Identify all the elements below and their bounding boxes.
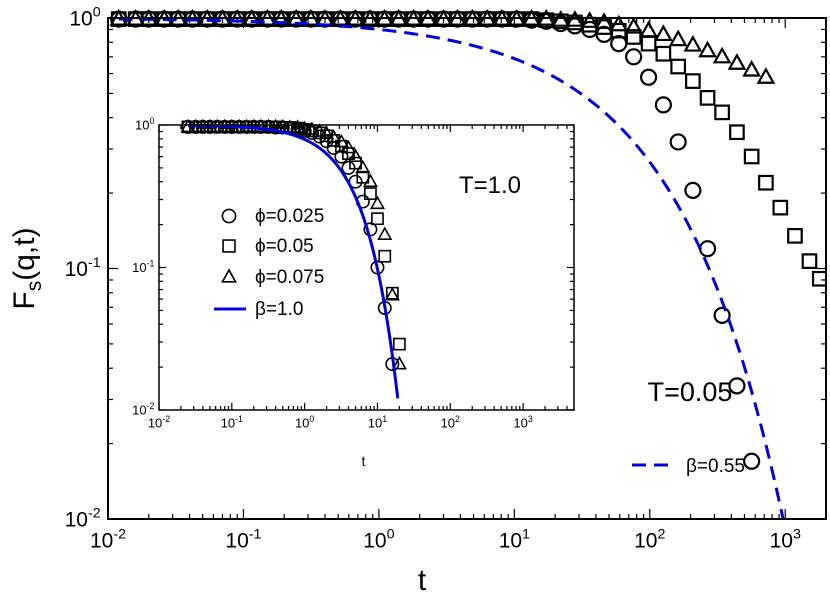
y-tick-label: 10-2 (132, 401, 154, 417)
triangle-marker (304, 121, 320, 135)
x-tick-label: 10-1 (225, 527, 261, 553)
triangle-marker (609, 14, 629, 32)
square-marker (364, 187, 377, 200)
circle-marker (625, 48, 643, 66)
y-tick-label: 100 (69, 5, 100, 31)
triangle-marker (639, 20, 658, 38)
circle-marker (669, 133, 687, 151)
x-tick-label: 100 (295, 414, 314, 430)
x-tick-label: 10-2 (148, 414, 170, 430)
y-tick-label: 10-2 (65, 506, 101, 532)
triangle-marker (384, 286, 400, 301)
y-axis-label: Fs(q,t) (8, 227, 46, 309)
fit-line-dashed (118, 17, 785, 519)
series-triangle (180, 118, 407, 370)
legend-label: β=1.0 (255, 299, 303, 320)
square-marker (378, 249, 392, 263)
triangle-marker (297, 120, 313, 135)
x-tick-label: 10-1 (221, 414, 243, 430)
triangle-marker (712, 46, 732, 64)
square-marker (758, 174, 774, 191)
circle-marker (743, 452, 761, 470)
square-marker (699, 89, 716, 106)
triangle-marker (594, 12, 614, 30)
circle-marker (334, 149, 349, 164)
square-marker (743, 148, 760, 165)
main-plot-area (109, 8, 826, 519)
temperature-annotation: T=1.0 (459, 172, 521, 199)
square-marker (801, 253, 818, 269)
triangle-marker (333, 133, 349, 148)
x-tick-label: 100 (363, 527, 394, 553)
y-tick-label: 100 (135, 116, 154, 132)
inset-plot-area (180, 118, 407, 399)
triangle-marker (551, 10, 571, 27)
fit-line-solid (187, 123, 400, 399)
square-marker (772, 199, 789, 216)
x-tick-label: 101 (499, 527, 530, 553)
triangle-marker (311, 123, 328, 137)
square-marker (685, 73, 701, 89)
triangle-marker (377, 226, 393, 241)
triangle-marker (362, 173, 378, 188)
square-marker (714, 104, 730, 121)
triangle-marker (683, 34, 703, 52)
triangle-marker (319, 125, 335, 139)
triangle-marker (654, 24, 673, 42)
legend-label: β=0.55 (686, 456, 745, 477)
square-marker (729, 124, 745, 141)
inset-frame (158, 124, 575, 411)
legend-label: ϕ=0.075 (255, 267, 324, 288)
triangle-marker (340, 139, 357, 154)
triangle-marker (580, 11, 600, 28)
triangle-marker (290, 119, 306, 133)
triangle-marker (698, 40, 717, 58)
legend-label: ϕ=0.025 (255, 206, 324, 227)
temperature-annotation: T=0.05 (648, 377, 733, 407)
square-marker (371, 212, 384, 226)
circle-marker (684, 181, 702, 200)
circle-marker (713, 306, 731, 324)
x-tick-label: 103 (513, 414, 532, 430)
main-frame (107, 17, 827, 520)
inset-plot: 10-2 10-1 100 101 102 103 10-2 10-1 100 t T=1.0 ϕ=0… (132, 116, 575, 469)
triangle-marker (253, 118, 269, 133)
triangle-marker (742, 59, 761, 77)
x-tick-label: 102 (441, 414, 460, 430)
y-tick-label: 10-1 (65, 255, 101, 281)
triangle-marker (355, 159, 371, 174)
circle-marker (639, 68, 658, 86)
triangle-marker (369, 195, 386, 210)
x-tick-label: 103 (770, 527, 801, 553)
main-plot: 10-2 10-1 100 101 102 103 10-2 10-1 100 t Fs(q,t) T… (8, 5, 827, 596)
x-axis-label: t (418, 564, 427, 596)
triangle-marker (282, 119, 298, 133)
legend-square-marker (222, 239, 236, 253)
legend-triangle-marker (221, 268, 237, 283)
inset-x-axis-label: t (362, 453, 366, 469)
x-tick-label: 102 (634, 527, 665, 553)
square-marker (655, 45, 672, 62)
triangle-marker (565, 10, 585, 27)
triangle-marker (727, 53, 747, 70)
circle-marker (728, 377, 746, 395)
triangle-marker (624, 16, 643, 34)
triangle-marker (668, 29, 688, 47)
x-tick-label: 10-2 (90, 527, 126, 553)
square-marker (811, 270, 826, 287)
triangle-marker (347, 148, 364, 162)
square-marker (670, 58, 687, 75)
y-tick-label: 10-1 (132, 259, 154, 275)
square-marker (787, 228, 803, 244)
triangle-marker (326, 129, 342, 143)
triangle-marker (756, 67, 776, 84)
legend-circle-marker (221, 208, 237, 224)
legend-label: ϕ=0.05 (255, 236, 314, 257)
square-marker (393, 337, 406, 351)
x-tick-label: 101 (368, 414, 387, 430)
triangle-marker (391, 355, 407, 370)
circle-marker (654, 96, 672, 114)
